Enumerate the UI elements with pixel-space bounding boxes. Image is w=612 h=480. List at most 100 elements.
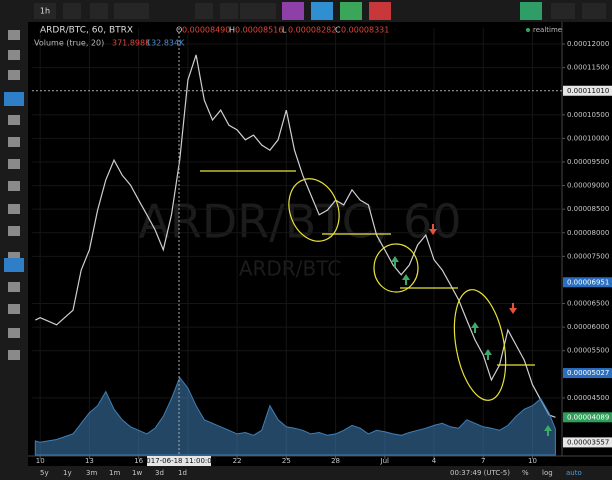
- y-tick-label: 0.00008000: [567, 229, 609, 237]
- volume-legend: Volume (true, 20): [34, 39, 104, 48]
- ohlc-key: H: [229, 26, 235, 35]
- volume-value: 371.898K: [112, 39, 151, 48]
- snapshot-button[interactable]: [520, 2, 542, 20]
- range-button[interactable]: 3d: [155, 469, 164, 477]
- crosshair-date-box: [147, 456, 212, 466]
- range-button[interactable]: 1d: [178, 469, 187, 477]
- price-tag-label: 0.00003557: [567, 438, 609, 446]
- bottom-controls: 5y 1y 3m 1m 1w 3d 1d% log auto: [40, 469, 582, 477]
- tool-hide[interactable]: [8, 304, 20, 314]
- tool-lock[interactable]: [8, 282, 20, 292]
- settings-button[interactable]: [131, 3, 149, 19]
- buy-arrow: [391, 256, 399, 267]
- tool-text[interactable]: [8, 115, 20, 125]
- bottom-bar: [28, 466, 612, 480]
- ohlc-value: 0.00008516: [235, 26, 283, 35]
- y-tick-label: 0.00007500: [567, 252, 609, 260]
- buy-arrow: [471, 322, 479, 333]
- redo-button[interactable]: [240, 3, 258, 19]
- tool-remove[interactable]: [8, 328, 20, 338]
- status: realtime: [533, 26, 562, 34]
- indicators-button[interactable]: [114, 3, 132, 19]
- price-tag-label: 0.00006951: [567, 278, 609, 286]
- buy-arrow: [544, 425, 552, 436]
- ohlc-legend: O0.00008490H0.00008516L0.00008282C0.0000…: [176, 26, 389, 35]
- sell-arrow: [429, 224, 437, 235]
- crosshair-price-box: [563, 85, 612, 96]
- volume-value: 132.834K: [146, 39, 185, 48]
- sell-arrow: [509, 303, 517, 314]
- circle-annotation: [453, 289, 507, 401]
- balance-button[interactable]: [195, 3, 213, 19]
- cloud-save-button[interactable]: [582, 3, 606, 19]
- price-tag: [563, 277, 612, 288]
- plot: [32, 28, 562, 456]
- scale-button[interactable]: %: [522, 469, 529, 477]
- scale-button[interactable]: auto: [566, 469, 582, 477]
- tool-brush[interactable]: [4, 92, 24, 106]
- tool-zoom[interactable]: [8, 204, 20, 214]
- x-tick-label: 10: [528, 457, 537, 465]
- symbol-legend: ARDR/BTC, 60, BTRX: [40, 26, 133, 36]
- tool-cross[interactable]: [8, 30, 20, 40]
- x-tick-label: 16: [134, 457, 143, 465]
- interval-button[interactable]: [34, 3, 56, 19]
- price-tag: [563, 412, 612, 423]
- record-button[interactable]: [369, 2, 391, 20]
- y-tick-label: 0.00009000: [567, 182, 609, 190]
- range-button[interactable]: 1m: [109, 469, 120, 477]
- x-tick-label: 25: [282, 457, 291, 465]
- tool-measure[interactable]: [8, 226, 20, 236]
- y-tick-label: 0.00010500: [567, 111, 609, 119]
- x-tick-label: 10: [36, 457, 45, 465]
- status-dot: [526, 28, 530, 32]
- top-toolbar: [0, 0, 612, 22]
- cube-button[interactable]: [282, 2, 304, 20]
- y-tick-label: 0.00011500: [567, 64, 609, 72]
- scale-button[interactable]: log: [542, 469, 553, 477]
- interval: 1h: [40, 7, 50, 16]
- y-tick-label: 0.00005500: [567, 347, 609, 355]
- cloud-button[interactable]: [551, 3, 575, 19]
- publish-button[interactable]: [311, 2, 333, 20]
- y-tick-label: 0.00012000: [567, 40, 609, 48]
- y-tick-label: 0.00006000: [567, 323, 609, 331]
- buy-arrow: [402, 274, 410, 285]
- tool-pattern[interactable]: [8, 137, 20, 147]
- undo-button[interactable]: [220, 3, 238, 19]
- y-tick-label: 0.00004500: [567, 394, 609, 402]
- x-tick-label: 28: [331, 457, 340, 465]
- range-button[interactable]: 3m: [86, 469, 97, 477]
- chart-type-button[interactable]: [90, 3, 108, 19]
- tool-line[interactable]: [8, 50, 20, 60]
- clock: 00:37:49 (UTC-5): [450, 469, 510, 477]
- x-tick-label: Jul: [380, 457, 390, 465]
- tool-magnet[interactable]: [8, 252, 20, 262]
- tool-tree[interactable]: [8, 350, 20, 360]
- circle-annotation: [373, 243, 419, 293]
- fullscreen-button[interactable]: [258, 3, 276, 19]
- ohlc-value: 0.00008331: [341, 26, 389, 35]
- ohlc-key: C: [335, 26, 341, 35]
- range-button[interactable]: 1w: [132, 469, 142, 477]
- price-tag-label: 0.00005027: [567, 369, 609, 377]
- compare-button[interactable]: [63, 3, 81, 19]
- x-tick-label: 13: [85, 457, 94, 465]
- y-tick-label: 0.00008500: [567, 205, 609, 213]
- tool-pitchfork[interactable]: [8, 70, 20, 80]
- watermark-sub: ARDR/BTC: [239, 257, 341, 281]
- tool-arrow[interactable]: [8, 181, 20, 191]
- y-tick-label: 0.00009500: [567, 158, 609, 166]
- tool-stay[interactable]: [4, 258, 24, 272]
- x-tick-label: 4: [432, 457, 437, 465]
- tool-fib[interactable]: [8, 159, 20, 169]
- drawing-tools: [4, 30, 24, 360]
- price-tag: [563, 368, 612, 379]
- range-button[interactable]: 1y: [63, 469, 72, 477]
- volume-area: [34, 376, 556, 456]
- range-button[interactable]: 5y: [40, 469, 49, 477]
- ohlc-value: 0.00008490: [182, 26, 230, 35]
- left-toolbar: [0, 22, 28, 480]
- alert-button[interactable]: [340, 2, 362, 20]
